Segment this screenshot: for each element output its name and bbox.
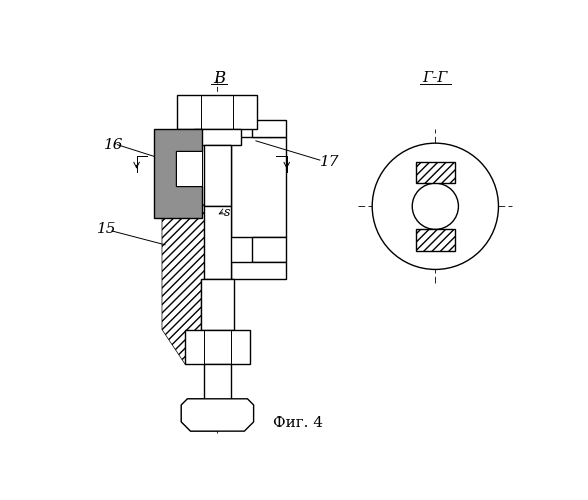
Text: 16: 16	[104, 138, 123, 151]
Bar	[201, 280, 233, 330]
Bar	[230, 137, 286, 237]
Bar	[205, 206, 230, 280]
Polygon shape	[181, 399, 253, 431]
Polygon shape	[181, 399, 218, 431]
Bar	[178, 94, 258, 130]
Circle shape	[412, 183, 459, 230]
Circle shape	[372, 143, 499, 270]
Bar	[230, 262, 286, 280]
Text: Фиг. 4: Фиг. 4	[273, 416, 323, 430]
Polygon shape	[162, 162, 205, 364]
Text: 17: 17	[320, 154, 339, 168]
Bar	[252, 120, 286, 137]
Bar	[194, 130, 240, 144]
Bar	[205, 144, 230, 206]
Polygon shape	[154, 130, 202, 218]
Text: 15: 15	[96, 222, 116, 236]
Bar	[252, 237, 286, 262]
Text: Г-Г: Г-Г	[423, 72, 448, 86]
Text: s: s	[223, 206, 230, 219]
Polygon shape	[185, 330, 218, 364]
Bar	[185, 330, 250, 364]
Text: В: В	[213, 70, 225, 87]
Bar	[205, 364, 230, 406]
Bar	[176, 151, 202, 186]
Bar	[416, 230, 455, 251]
Bar	[416, 162, 455, 183]
